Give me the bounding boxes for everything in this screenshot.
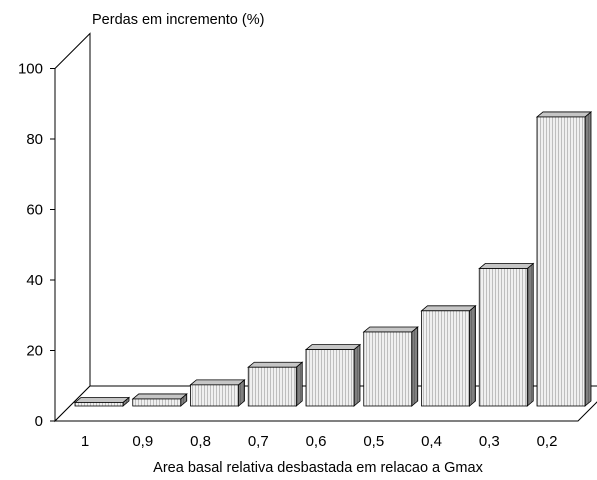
x-tick-label: 0,6 bbox=[306, 433, 327, 450]
x-tick-label: 0,3 bbox=[479, 433, 500, 450]
x-tick-label: 0,2 bbox=[537, 433, 558, 450]
bar-top-face bbox=[535, 111, 593, 118]
bar bbox=[189, 378, 246, 407]
x-tick-label: 0,4 bbox=[421, 433, 442, 450]
bar bbox=[131, 393, 188, 407]
y-tick-label: 20 bbox=[26, 343, 43, 360]
bar bbox=[420, 304, 477, 407]
y-tick-label: 80 bbox=[26, 131, 43, 148]
bar bbox=[535, 111, 593, 407]
bar bbox=[362, 326, 419, 407]
bar-front-face bbox=[536, 116, 586, 407]
bar-front-face bbox=[421, 310, 470, 407]
bar bbox=[478, 262, 535, 407]
x-tick-label: 0,8 bbox=[190, 433, 211, 450]
bar-front-face bbox=[478, 268, 528, 407]
x-tick-label: 0,7 bbox=[248, 433, 269, 450]
x-tick-label: 0,9 bbox=[132, 433, 153, 450]
bar-top-face bbox=[131, 393, 188, 400]
y-axis-ticks: 0 20 40 60 80 100 bbox=[18, 61, 55, 430]
bar-top-face bbox=[362, 326, 419, 333]
bar-top-face bbox=[304, 344, 362, 351]
bar-top-face bbox=[420, 305, 477, 312]
x-axis-ticks: 1 0,9 0,8 0,7 0,6 0,5 0,4 0,3 0,2 bbox=[81, 433, 558, 450]
x-tick-label: 1 bbox=[81, 433, 89, 450]
bar-side-face bbox=[526, 262, 534, 407]
bar-top-face bbox=[478, 263, 535, 269]
bar-front-face bbox=[247, 366, 297, 407]
left-wall bbox=[54, 32, 91, 423]
bar-side-face bbox=[295, 361, 303, 407]
y-tick-label: 100 bbox=[18, 61, 43, 78]
bar-front-face bbox=[363, 331, 413, 407]
bar-side-face bbox=[584, 111, 592, 407]
bar bbox=[304, 343, 362, 407]
y-axis-title: Perdas em incremento (%) bbox=[92, 12, 264, 28]
bar-front-face bbox=[305, 349, 355, 407]
bar-side-face bbox=[469, 304, 476, 407]
y-tick-label: 40 bbox=[26, 272, 43, 289]
bar-front-face bbox=[132, 398, 182, 407]
bar bbox=[247, 361, 304, 407]
bars-group bbox=[73, 111, 593, 407]
bar-top-face bbox=[189, 379, 246, 386]
y-tick-label: 60 bbox=[26, 202, 43, 219]
bar-top-face bbox=[73, 397, 131, 403]
bar bbox=[73, 396, 131, 407]
bar-side-face bbox=[353, 343, 361, 407]
y-tick-label: 0 bbox=[35, 413, 43, 430]
bar-front-face bbox=[190, 384, 239, 407]
bar-side-face bbox=[411, 326, 419, 407]
x-axis-title: Area basal relativa desbastada em relaca… bbox=[153, 460, 483, 476]
x-tick-label: 0,5 bbox=[363, 433, 384, 450]
bar-front-face bbox=[74, 402, 124, 407]
bar-top-face bbox=[247, 361, 304, 368]
